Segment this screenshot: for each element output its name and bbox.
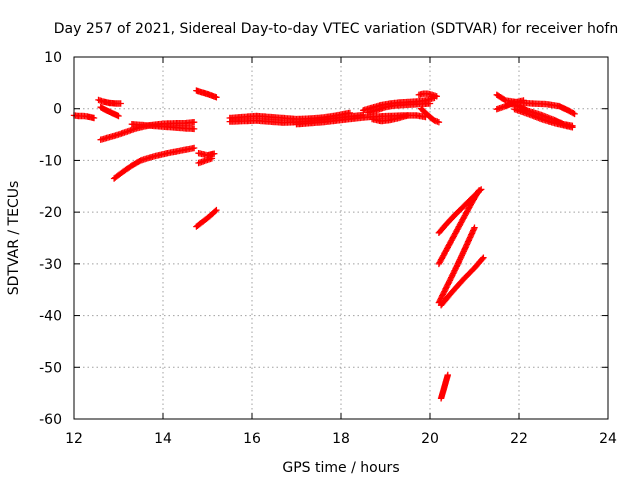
series-markers xyxy=(364,100,434,117)
series-markers xyxy=(435,187,483,268)
series-arc-03 xyxy=(97,104,122,120)
series-markers xyxy=(368,112,411,125)
y-tick-label: 10 xyxy=(44,50,62,66)
y-tick-label: -50 xyxy=(39,360,62,376)
series-arc-07 xyxy=(193,87,220,101)
tick-layer: 12 14 16 18 20 22 24 10 0 -10 -20 -30 -40 -50 -60 xyxy=(39,50,617,447)
series-arc-08 xyxy=(195,150,218,159)
series-markers xyxy=(437,254,487,309)
x-tick-label: 14 xyxy=(154,431,172,447)
data-layer xyxy=(70,87,578,402)
y-tick-label: -60 xyxy=(39,412,62,428)
x-tick-label: 24 xyxy=(599,431,617,447)
x-tick-label: 12 xyxy=(65,431,83,447)
y-tick-label: -40 xyxy=(39,309,62,325)
series-markers xyxy=(193,206,220,230)
grid-layer xyxy=(74,57,608,419)
x-tick-label: 20 xyxy=(421,431,439,447)
series-markers xyxy=(193,87,220,101)
series-arc-06 xyxy=(110,144,198,182)
series-markers xyxy=(511,106,576,131)
y-tick-label: -20 xyxy=(39,205,62,221)
series-markers xyxy=(417,105,443,126)
x-tick-label: 18 xyxy=(332,431,350,447)
series-arc-05 xyxy=(128,121,198,133)
series-arc-23 xyxy=(437,371,451,402)
series-arc-27 xyxy=(511,106,576,131)
chart-title: Day 257 of 2021, Sidereal Day-to-day VTE… xyxy=(54,21,618,37)
series-arc-02 xyxy=(95,96,124,107)
series-arc-22 xyxy=(437,254,487,309)
series-markers xyxy=(437,371,451,402)
series-markers xyxy=(97,104,122,120)
series-markers xyxy=(128,121,198,133)
series-markers xyxy=(415,90,440,100)
series-arc-15 xyxy=(364,100,434,117)
y-tick-label: -10 xyxy=(39,153,62,169)
series-markers xyxy=(95,96,124,107)
series-arc-10 xyxy=(193,206,220,230)
series-arc-09 xyxy=(195,155,216,167)
series-markers xyxy=(110,144,198,182)
series-markers xyxy=(435,224,478,306)
x-tick-label: 22 xyxy=(510,431,528,447)
y-axis-label: SDTVAR / TECUs xyxy=(6,181,22,296)
series-arc-20 xyxy=(435,187,483,268)
y-tick-label: 0 xyxy=(53,102,62,118)
series-arc-21 xyxy=(435,224,478,306)
y-tick-label: -30 xyxy=(39,257,62,273)
series-arc-16 xyxy=(368,112,411,125)
series-arc-17 xyxy=(415,90,440,100)
x-tick-label: 16 xyxy=(243,431,261,447)
series-markers xyxy=(195,150,218,159)
series-markers xyxy=(195,155,216,167)
x-axis-label: GPS time / hours xyxy=(282,460,399,476)
series-arc-18 xyxy=(417,105,443,126)
